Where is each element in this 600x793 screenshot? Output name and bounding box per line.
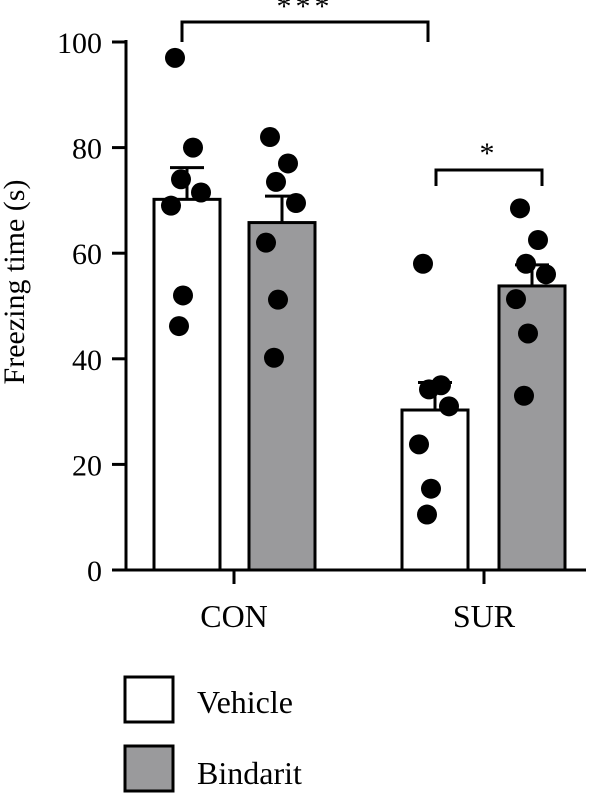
bar-con-bindarit: [247, 221, 317, 572]
point-con-vehicle: [169, 316, 189, 337]
point-con-bindarit: [264, 347, 284, 368]
significance-label: *: [480, 137, 499, 170]
point-con-vehicle: [173, 285, 193, 306]
point-sur-bindarit: [514, 385, 534, 406]
y-tick-label: 60: [72, 238, 102, 271]
point-con-vehicle: [165, 47, 185, 68]
point-sur-vehicle: [439, 396, 459, 417]
legend-label-bindarit: Bindarit: [197, 755, 302, 791]
legend-swatch-vehicle: [123, 675, 175, 724]
legend: Vehicle Bindarit: [123, 675, 302, 793]
y-tick-label: 40: [72, 344, 102, 377]
point-sur-vehicle: [413, 253, 433, 274]
point-sur-vehicle: [421, 478, 441, 499]
y-tick-label: 0: [87, 555, 102, 588]
point-sur-bindarit: [518, 323, 538, 344]
points-layer: [161, 47, 556, 525]
significance-layer: ****: [180, 0, 544, 186]
point-sur-vehicle: [419, 379, 439, 400]
point-sur-bindarit: [528, 230, 548, 250]
point-con-vehicle: [161, 195, 181, 216]
y-tick-label: 80: [72, 133, 102, 166]
point-con-bindarit: [278, 153, 298, 174]
legend-swatch-bindarit: [123, 744, 175, 793]
y-axis-title: Freezing time (s): [0, 180, 31, 385]
point-con-bindarit: [286, 193, 306, 214]
point-con-bindarit: [266, 171, 286, 192]
point-sur-bindarit: [510, 198, 530, 219]
x-tick-label: SUR: [453, 598, 516, 634]
point-con-bindarit: [260, 127, 280, 148]
bar-con-vehicle: [152, 197, 222, 572]
bars-layer: [152, 197, 567, 572]
point-sur-vehicle: [417, 504, 437, 525]
point-sur-bindarit: [506, 289, 526, 310]
point-sur-bindarit: [516, 253, 536, 274]
significance-bracket: [434, 168, 544, 186]
error-bars-layer: [170, 166, 549, 411]
x-tick-label: CON: [200, 598, 268, 634]
axes-layer: 0 20 40 60 80 100 CON SUR: [57, 27, 586, 634]
y-tick-label: 100: [57, 27, 102, 60]
point-sur-bindarit: [536, 264, 556, 285]
point-con-vehicle: [191, 182, 211, 203]
point-sur-vehicle: [409, 434, 429, 455]
legend-label-vehicle: Vehicle: [197, 684, 293, 720]
significance-bracket: [180, 20, 430, 42]
point-con-vehicle: [171, 169, 191, 190]
point-con-bindarit: [256, 232, 276, 253]
point-con-bindarit: [268, 289, 288, 310]
significance-label: ***: [277, 0, 334, 23]
y-tick-label: 20: [72, 449, 102, 482]
point-con-vehicle: [183, 137, 203, 158]
